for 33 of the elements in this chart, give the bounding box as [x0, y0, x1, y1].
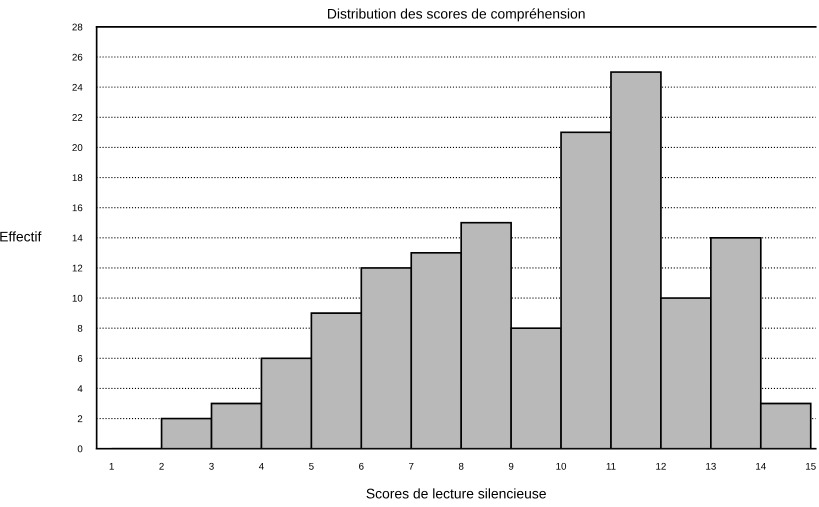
y-tick-label: 16 — [72, 204, 82, 212]
x-tick-label: 12 — [656, 462, 666, 470]
y-axis-title: Effectif — [0, 231, 42, 242]
x-tick-label: 10 — [556, 462, 566, 470]
x-tick-label: 15 — [806, 462, 816, 470]
x-tick-label: 11 — [606, 462, 616, 470]
x-axis-title: Scores de lecture silencieuse — [366, 488, 546, 499]
y-tick-label: 28 — [72, 24, 82, 30]
y-tick-label: 0 — [78, 445, 82, 452]
y-tick-label: 6 — [78, 355, 82, 362]
y-tick-label: 22 — [72, 114, 82, 121]
x-tick-label: 3 — [209, 462, 214, 470]
chart-title: Distribution des scores de compréhension — [328, 8, 585, 22]
x-tick-label: 2 — [159, 462, 164, 470]
y-tick-label: 4 — [78, 385, 82, 392]
x-tick-label: 7 — [409, 462, 414, 470]
y-tick-label: 10 — [72, 294, 82, 302]
x-tick-label: 8 — [458, 462, 464, 470]
x-tick-label: 14 — [756, 462, 766, 470]
y-tick-label: 26 — [72, 54, 82, 61]
y-tick-label: 18 — [72, 174, 82, 182]
y-tick-label: 8 — [78, 324, 82, 332]
x-tick-label: 13 — [706, 462, 716, 470]
x-tick-label: 4 — [258, 462, 264, 470]
y-tick-label: 24 — [72, 84, 82, 91]
x-tick-label: 6 — [359, 462, 364, 470]
y-tick-label: 2 — [78, 415, 82, 422]
y-tick-label: 14 — [72, 234, 82, 242]
x-tick-label: 9 — [508, 462, 514, 470]
y-tick-label: 20 — [72, 144, 82, 152]
y-tick-label: 12 — [72, 264, 82, 272]
x-tick-label: 1 — [110, 462, 114, 470]
x-tick-label: 5 — [309, 462, 314, 470]
